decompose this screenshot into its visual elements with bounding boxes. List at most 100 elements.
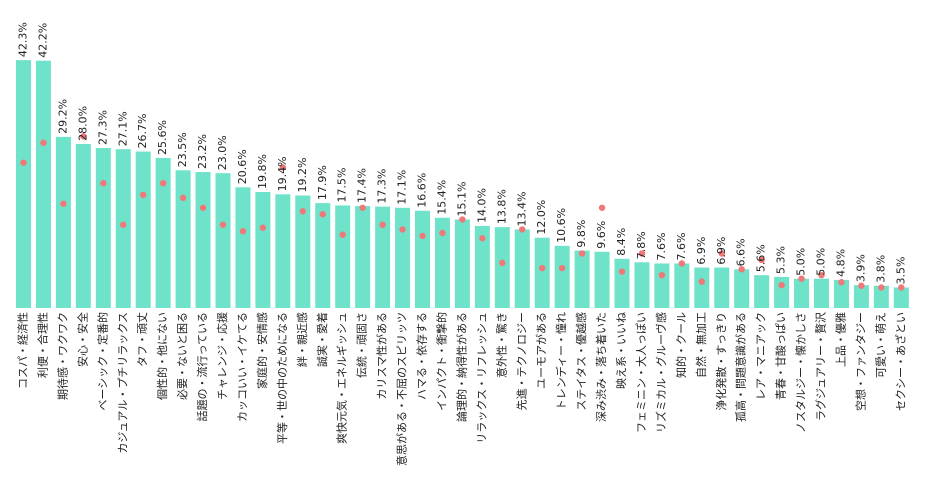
category-label: 誠実・愛着 xyxy=(315,312,329,367)
category-label: ハマる・依存する xyxy=(415,312,429,400)
bar-value-label: 8.4% xyxy=(615,228,628,256)
dot-marker xyxy=(858,282,865,289)
dot-marker xyxy=(359,204,366,211)
category-label: 先進・テクノロジー xyxy=(515,312,528,410)
dot-marker xyxy=(898,284,905,291)
bar-value-label: 6.9% xyxy=(695,237,708,265)
bar-value-label: 27.3% xyxy=(96,110,109,145)
category-label: 伝統・頑固さ xyxy=(355,312,369,378)
category-label: タフ・頑丈 xyxy=(136,312,149,367)
bar xyxy=(195,172,211,308)
bar-value-label: 25.6% xyxy=(156,120,169,155)
bar xyxy=(434,217,450,308)
bar xyxy=(654,263,670,308)
category-label: 映え系・いいね xyxy=(615,312,628,389)
dot-marker xyxy=(299,208,306,215)
dot-marker xyxy=(179,194,187,202)
bar xyxy=(614,258,630,308)
dot-marker xyxy=(100,179,107,187)
bar xyxy=(494,227,510,308)
dot-marker xyxy=(558,264,566,272)
bar xyxy=(514,229,530,308)
category-label: 空想・ファンタジー xyxy=(853,312,867,411)
dot-marker xyxy=(219,221,227,228)
bar-value-label: 23.0% xyxy=(216,135,229,170)
bar-value-label: 13.8% xyxy=(495,189,508,224)
category-label: 絆・親近感 xyxy=(295,312,309,367)
category-label: カリスマ性がある xyxy=(375,312,389,400)
bar xyxy=(833,279,849,308)
bar xyxy=(893,287,909,308)
bar xyxy=(135,151,151,308)
dot-marker xyxy=(379,221,386,228)
bar xyxy=(674,263,690,308)
category-label: チャレンジ・応援 xyxy=(215,312,229,400)
bar-value-label: 7.6% xyxy=(675,233,688,261)
dot-marker xyxy=(140,191,147,199)
category-label: 必要・ないと困る xyxy=(176,312,189,400)
bar-value-label: 23.2% xyxy=(196,134,209,169)
bar xyxy=(275,194,291,308)
dot-marker xyxy=(459,216,466,223)
category-label: コスパ・経済性 xyxy=(16,312,30,389)
bar xyxy=(574,250,590,308)
category-label: 上品・優雅 xyxy=(833,312,847,367)
category-label: 意外性・驚き xyxy=(494,312,508,378)
bar xyxy=(315,203,331,308)
bar-value-label: 16.6% xyxy=(416,173,429,208)
bar xyxy=(335,205,351,308)
dot-marker xyxy=(60,200,67,207)
bar xyxy=(814,278,829,308)
bar xyxy=(454,219,470,308)
bar-value-label: 5.6% xyxy=(755,244,768,272)
dot-marker xyxy=(120,221,127,228)
bar xyxy=(594,251,610,308)
category-label: 家庭的・安情感 xyxy=(255,312,269,389)
category-label: トレンディー・憧れ xyxy=(554,312,568,410)
dot-marker xyxy=(818,271,825,279)
bar xyxy=(395,207,411,308)
bar xyxy=(175,170,191,308)
bar xyxy=(714,267,730,308)
dot-marker xyxy=(678,260,686,267)
bar xyxy=(95,148,111,308)
category-label: 知的・クール xyxy=(674,312,688,378)
bar-value-label: 5.0% xyxy=(815,248,828,276)
bar xyxy=(115,149,131,308)
bar-value-label: 3.8% xyxy=(874,255,887,283)
category-label: リズミカル・グルーヴ感 xyxy=(654,312,668,433)
category-label: カッコいい・イケてる xyxy=(236,312,249,422)
bar-value-label: 29.2% xyxy=(56,99,69,134)
dot-marker xyxy=(798,275,805,282)
category-label: ステイタス・優越感 xyxy=(574,312,588,411)
category-label: カジュアル・プチリラックス xyxy=(116,312,129,454)
dots-layer xyxy=(20,133,905,291)
bar xyxy=(634,262,650,308)
bar-value-label: 17.1% xyxy=(396,170,409,205)
dot-marker xyxy=(419,232,426,240)
bar xyxy=(734,269,750,308)
bar-value-label: 42.3% xyxy=(17,22,30,57)
bar xyxy=(155,157,171,308)
dot-marker xyxy=(259,224,267,231)
dot-marker xyxy=(159,179,167,187)
dot-marker xyxy=(638,250,646,257)
dot-marker xyxy=(439,229,446,237)
category-label: ベーシック・定番的 xyxy=(95,312,109,411)
bar xyxy=(474,225,490,308)
bar xyxy=(355,206,371,308)
bar-value-label: 17.5% xyxy=(336,167,349,202)
dot-marker xyxy=(199,204,207,211)
dot-marker xyxy=(20,159,27,166)
bar-value-label: 4.8% xyxy=(834,249,847,277)
bar-value-label: 6.6% xyxy=(735,238,748,266)
dot-marker xyxy=(618,268,626,275)
category-label: 平等・世の中のためになる xyxy=(275,312,289,444)
bar-value-label: 23.5% xyxy=(176,132,189,167)
category-label: ラグジュアリー・贅沢 xyxy=(814,312,828,421)
bar xyxy=(55,136,71,308)
bar-value-label: 15.1% xyxy=(455,182,468,217)
bar xyxy=(35,60,51,308)
category-label: 話題の・流行っている xyxy=(195,312,209,421)
